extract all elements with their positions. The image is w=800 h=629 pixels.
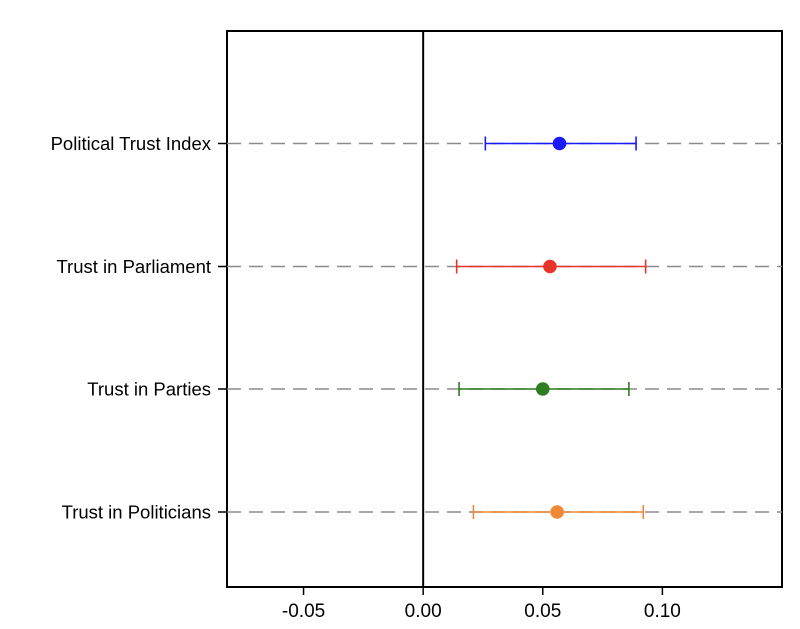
x-axis-ticks: -0.05 0.00 0.05 0.10 <box>282 587 681 622</box>
confidence-intervals <box>455 136 647 519</box>
category-gridlines <box>227 142 782 513</box>
point-estimates <box>535 136 567 519</box>
point-estimate-0 <box>552 136 567 151</box>
y-axis-ticks: Political Trust Index Trust in Parliament… <box>51 133 227 523</box>
x-tick-label: 0.10 <box>644 601 681 622</box>
point-estimate-1 <box>543 259 557 274</box>
point-estimate-3 <box>550 505 564 519</box>
y-tick-label: Trust in Parliament <box>56 256 211 277</box>
x-tick-label: 0.00 <box>405 601 442 622</box>
y-tick-label: Trust in Politicians <box>62 502 211 523</box>
x-tick-label: 0.05 <box>524 601 561 622</box>
plot-frame <box>226 30 783 588</box>
point-estimate-2 <box>535 382 550 396</box>
y-tick-label: Trust in Parties <box>87 379 211 400</box>
y-tick-label: Political Trust Index <box>51 133 212 154</box>
x-tick-label: -0.05 <box>282 601 325 622</box>
